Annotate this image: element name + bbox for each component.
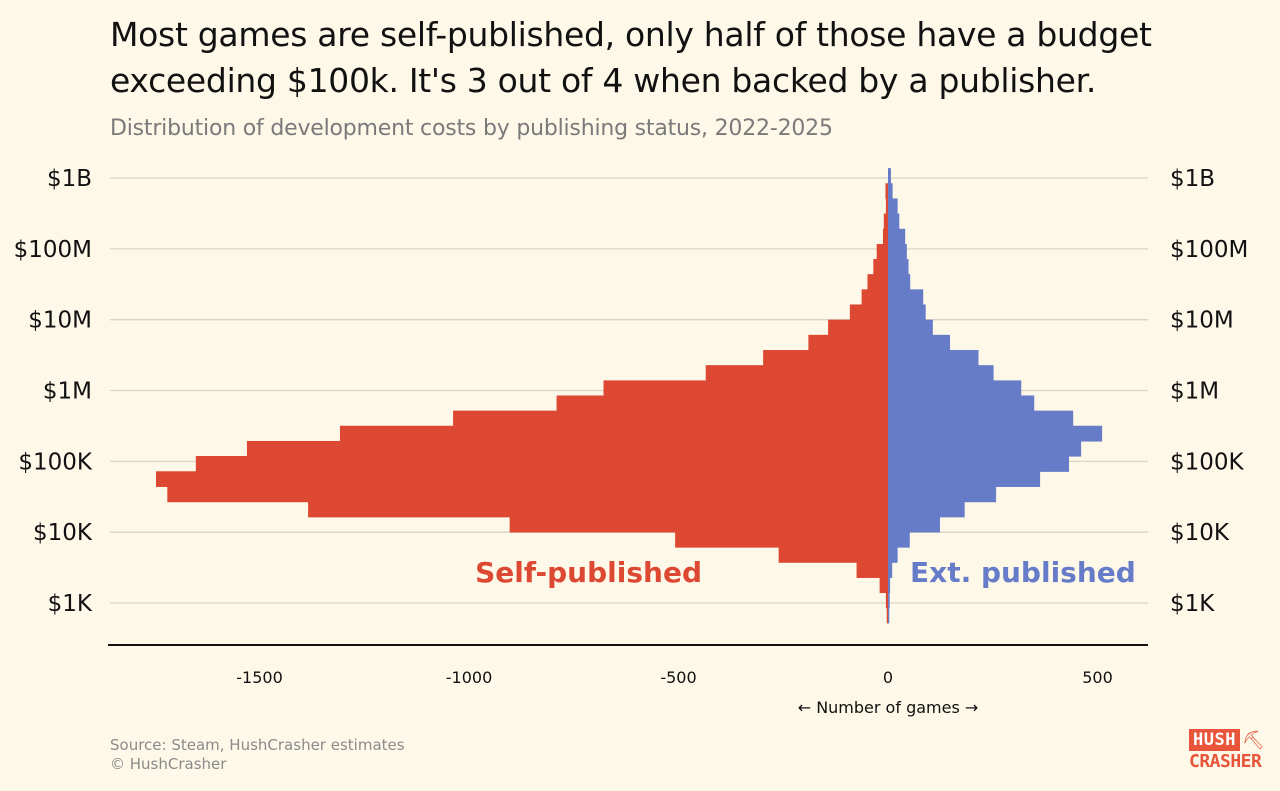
logo-text-crasher: CRASHER [1189, 751, 1262, 772]
bar-self-published [763, 350, 888, 366]
bar-ext-published [888, 244, 907, 260]
bar-self-published [453, 410, 888, 427]
x-tick-label: 0 [883, 668, 893, 687]
y-tick-label-right: $1B [1170, 166, 1215, 192]
bar-self-published [883, 213, 888, 230]
hushcrasher-logo: HUSH ⛏ CRASHER [1189, 729, 1269, 777]
bar-ext-published [888, 486, 997, 503]
y-tick-label-left: $100M [14, 237, 92, 263]
x-tick-label: -1500 [236, 668, 283, 687]
series-label-ext-published: Ext. published [910, 556, 1136, 589]
logo-text-hush: HUSH [1189, 729, 1240, 751]
bar-self-published [675, 531, 888, 548]
bar-ext-published [888, 562, 893, 578]
bar-self-published [556, 395, 888, 412]
bar-ext-published [888, 410, 1074, 427]
bar-self-published [885, 592, 888, 609]
copyright-note: © HushCrasher [110, 755, 227, 773]
x-tick-label: -1000 [446, 668, 493, 687]
bar-self-published [808, 334, 888, 351]
bar-ext-published [888, 531, 910, 548]
bar-ext-published [888, 440, 1082, 457]
bar-ext-published [888, 228, 906, 245]
bar-self-published [828, 319, 888, 336]
y-tick-label-left: $10M [28, 308, 92, 334]
bar-ext-published [888, 425, 1103, 442]
bar-self-published [876, 244, 888, 260]
x-tick-label: -500 [660, 668, 696, 687]
bar-self-published [705, 365, 888, 381]
bar-self-published [778, 547, 888, 563]
y-tick-label-left: $1M [43, 379, 92, 405]
pickaxe-icon: ⛏ [1241, 729, 1265, 751]
bar-self-published [856, 562, 888, 578]
y-tick-label-left: $10K [33, 520, 93, 546]
footer: Source: Steam, HushCrasher estimates © H… [110, 736, 405, 774]
bar-self-published [886, 607, 888, 624]
bar-self-published [308, 501, 888, 518]
bar-ext-published [888, 501, 965, 518]
bar-ext-published [888, 455, 1070, 472]
bar-self-published [873, 259, 888, 275]
bar-ext-published [888, 168, 891, 184]
bar-self-published [861, 289, 888, 306]
y-tick-label-left: $1B [47, 166, 92, 192]
bar-self-published [246, 440, 888, 457]
bar-ext-published [888, 183, 893, 200]
y-tick-label-right: $1K [1170, 591, 1215, 617]
x-axis-label: ← Number of games → [798, 698, 979, 717]
bar-self-published [156, 471, 888, 487]
bar-ext-published [888, 213, 900, 230]
bar-self-published [885, 198, 888, 215]
bar-ext-published [888, 395, 1035, 412]
y-tick-label-right: $10M [1170, 308, 1234, 334]
bar-ext-published [888, 274, 911, 290]
bar-ext-published [888, 334, 951, 351]
source-note: Source: Steam, HushCrasher estimates [110, 736, 405, 754]
bar-ext-published [888, 547, 898, 563]
y-tick-label-left: $1K [48, 591, 93, 617]
bar-self-published [879, 577, 888, 594]
bar-ext-published [888, 198, 898, 215]
x-tick-label: 500 [1082, 668, 1113, 687]
bar-ext-published [888, 319, 933, 336]
bar-ext-published [888, 350, 979, 366]
bar-ext-published [888, 471, 1041, 487]
y-tick-label-left: $100K [18, 449, 93, 475]
bar-ext-published [888, 607, 890, 624]
bar-self-published [509, 516, 888, 533]
chart-subtitle: Distribution of development costs by pub… [110, 116, 833, 141]
chart-title: Most games are self-published, only half… [110, 15, 1152, 100]
bar-self-published [867, 274, 888, 290]
bar-self-published [339, 425, 888, 442]
bar-self-published [603, 380, 888, 397]
bar-ext-published [888, 289, 924, 306]
y-tick-label-right: $100M [1170, 237, 1248, 263]
bar-ext-published [888, 577, 891, 594]
bar-ext-published [888, 259, 909, 275]
series-label-self-published: Self-published [475, 556, 702, 589]
bar-ext-published [888, 380, 1022, 397]
bar-self-published [195, 455, 888, 472]
bar-ext-published [888, 516, 940, 533]
bar-ext-published [888, 304, 926, 321]
bar-self-published [849, 304, 888, 321]
y-tick-label-right: $10K [1170, 520, 1230, 546]
bar-ext-published [888, 592, 890, 609]
bar-ext-published [888, 365, 994, 381]
bar-self-published [167, 486, 888, 503]
bar-self-published [882, 228, 888, 245]
y-tick-label-right: $1M [1170, 379, 1219, 405]
y-tick-label-right: $100K [1170, 449, 1245, 475]
bar-self-published [885, 183, 888, 200]
